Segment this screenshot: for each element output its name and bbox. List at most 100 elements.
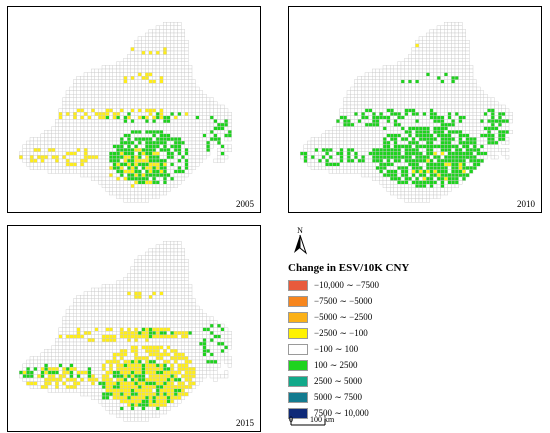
grid-cell [47, 366, 52, 371]
grid-cell [62, 377, 67, 382]
grid-cell [440, 169, 445, 174]
grid-cell [159, 370, 164, 375]
grid-cell [353, 101, 358, 106]
grid-cell [173, 108, 178, 113]
grid-cell [112, 183, 117, 188]
grid-cell [209, 359, 214, 364]
grid-cell [433, 111, 438, 116]
grid-cell [173, 50, 178, 55]
grid-cell [299, 151, 304, 156]
grid-cell [72, 359, 77, 364]
grid-cell [105, 402, 110, 407]
grid-cell [202, 115, 207, 120]
grid-cell [206, 133, 211, 138]
grid-cell [375, 72, 380, 77]
grid-cell [137, 147, 142, 152]
grid-cell [422, 43, 427, 48]
grid-cell [105, 187, 110, 192]
grid-cell [72, 111, 77, 116]
grid-cell [137, 176, 142, 181]
grid-cell [180, 327, 185, 332]
grid-cell [69, 115, 74, 120]
grid-cell [206, 370, 211, 375]
grid-cell [195, 366, 200, 371]
grid-cell [159, 395, 164, 400]
grid-cell [170, 68, 175, 73]
grid-cell [72, 104, 77, 109]
grid-cell [152, 183, 157, 188]
grid-cell [65, 101, 70, 106]
grid-cell [357, 90, 362, 95]
grid-cell [144, 115, 149, 120]
grid-cell [134, 320, 139, 325]
grid-cell [130, 75, 135, 80]
grid-cell [382, 90, 387, 95]
grid-cell [227, 137, 232, 142]
grid-cell [389, 86, 394, 91]
grid-cell [393, 144, 398, 149]
grid-cell [47, 158, 52, 163]
grid-cell [476, 104, 481, 109]
grid-cell [170, 140, 175, 145]
grid-cell [108, 359, 113, 364]
grid-cell [162, 137, 167, 142]
grid-cell [177, 323, 182, 328]
grid-cell [123, 133, 128, 138]
grid-cell [159, 377, 164, 382]
grid-cell [490, 108, 495, 113]
grid-cell [162, 144, 167, 149]
grid-cell [94, 366, 99, 371]
grid-cell [411, 115, 416, 120]
grid-cell [505, 129, 510, 134]
grid-cell [162, 356, 167, 361]
grid-cell [343, 126, 348, 131]
grid-cell [166, 111, 171, 116]
grid-cell [198, 374, 203, 379]
grid-cell [108, 410, 113, 415]
grid-cell [72, 352, 77, 357]
grid-cell [101, 287, 106, 292]
grid-cell [144, 388, 149, 393]
grid-cell [415, 122, 420, 127]
grid-cell [119, 341, 124, 346]
grid-cell [375, 86, 380, 91]
grid-cell [58, 144, 63, 149]
grid-cell [202, 352, 207, 357]
grid-cell [33, 158, 38, 163]
grid-cell [429, 137, 434, 142]
grid-cell [123, 101, 128, 106]
grid-cell [90, 384, 95, 389]
grid-cell [191, 90, 196, 95]
grid-cell [361, 97, 366, 102]
grid-cell [173, 384, 178, 389]
grid-cell [389, 147, 394, 152]
grid-cell [188, 381, 193, 386]
grid-cell [184, 83, 189, 88]
grid-cell [40, 137, 45, 142]
grid-cell [116, 180, 121, 185]
grid-cell [72, 101, 77, 106]
grid-cell [119, 381, 124, 386]
grid-cell [162, 248, 167, 253]
grid-cell [451, 140, 456, 145]
grid-cell [180, 356, 185, 361]
grid-cell [98, 180, 103, 185]
grid-cell [83, 298, 88, 303]
grid-cell [144, 291, 149, 296]
grid-cell [195, 330, 200, 335]
grid-cell [177, 327, 182, 332]
grid-cell [152, 259, 157, 264]
grid-cell [501, 111, 506, 116]
grid-cell [188, 291, 193, 296]
grid-cell [343, 165, 348, 170]
grid-cell [148, 359, 153, 364]
grid-cell [447, 115, 452, 120]
grid-cell [159, 122, 164, 127]
grid-cell [130, 93, 135, 98]
grid-cell [130, 269, 135, 274]
grid-cell [159, 345, 164, 350]
grid-cell [382, 97, 387, 102]
grid-cell [98, 316, 103, 321]
grid-cell [216, 363, 221, 368]
grid-cell [227, 119, 232, 124]
